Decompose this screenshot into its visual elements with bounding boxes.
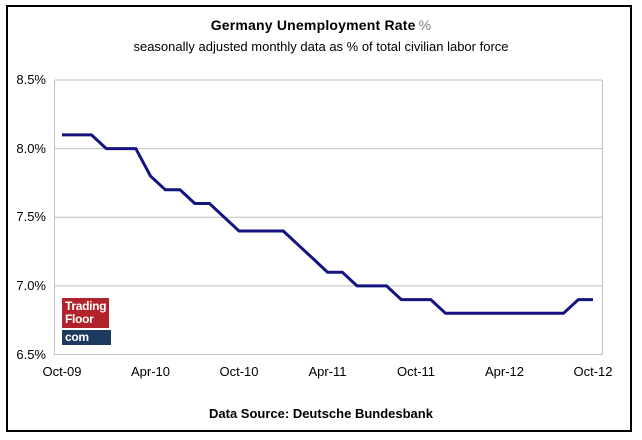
logo-text-com: com [65, 330, 89, 344]
chart-subtitle: seasonally adjusted monthly data as % of… [133, 39, 509, 54]
x-axis-tick-label: Apr-11 [308, 364, 347, 379]
y-axis-tick-label: 6.5% [16, 346, 46, 362]
x-axis-tick-label: Oct-10 [219, 364, 259, 379]
y-axis-tick-label: 7.0% [16, 277, 46, 293]
y-axis-tick-label: 8.5% [16, 72, 46, 87]
unemployment-rate-line [62, 133, 593, 315]
gridlines [54, 79, 603, 355]
x-axis-tick-label: Apr-10 [130, 364, 171, 379]
chart-title-text: Germany Unemployment Rate [210, 17, 416, 33]
x-axis-tick-label: Oct-09 [42, 364, 82, 379]
chart-title-suffix: % [418, 17, 432, 33]
x-axis-tick-label: Oct-12 [573, 364, 613, 379]
x-axis-tick-label: Apr-12 [484, 364, 525, 379]
y-axis-tick-label: 7.5% [16, 209, 46, 225]
logo-text-trading: Trading [65, 299, 107, 313]
data-source-caption: Data Source: Deutsche Bundesbank [209, 406, 433, 421]
logo-text-floor: Floor [65, 312, 94, 326]
tradingfloor-logo-red-block: Trading Floor [62, 298, 109, 328]
tradingfloor-logo-com-block: com [62, 330, 111, 345]
tradingfloor-watermark: Trading Floor com [62, 298, 111, 345]
x-axis-tick-label: Oct-11 [396, 364, 436, 379]
y-axis-tick-label: 8.0% [16, 140, 46, 156]
chart-title: Germany Unemployment Rate% [0, 17, 642, 33]
